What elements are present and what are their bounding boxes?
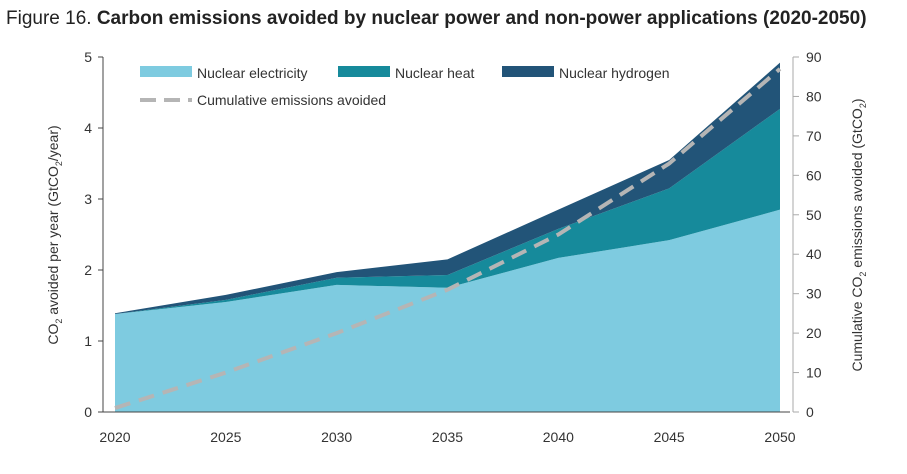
y-left-tick-label: 0 <box>84 404 92 420</box>
cumulative-emissions-line <box>114 67 782 410</box>
y-axis-right-label: Cumulative CO2 emissions avoided (GtCO2) <box>849 98 868 371</box>
subscript: 2 <box>54 319 64 324</box>
label-text: emissions avoided (GtCO <box>849 108 865 272</box>
x-tick-label: 2050 <box>764 429 795 445</box>
figure-number: Figure 16. <box>6 8 92 29</box>
legend-label: Nuclear heat <box>395 65 474 81</box>
x-tick-label: 2045 <box>654 429 685 445</box>
figure-title-text: Carbon emissions avoided by nuclear powe… <box>96 8 867 29</box>
y-right-tick-label: 60 <box>806 167 822 183</box>
label-text: avoided per year (GtCO <box>45 166 61 319</box>
label-text: Cumulative CO <box>849 276 865 371</box>
x-tick-label: 2030 <box>321 429 352 445</box>
label-text: /year) <box>45 125 61 161</box>
y-axis-left-label: CO2 avoided per year (GtCO2/year) <box>45 125 64 344</box>
label-text: ) <box>849 98 865 103</box>
figure-title: Figure 16. Carbon emissions avoided by n… <box>6 8 867 30</box>
x-tick-label: 2025 <box>210 429 241 445</box>
legend: Nuclear electricity Nuclear heat Nuclear h… <box>140 65 670 108</box>
y-right-tick-label: 0 <box>806 404 814 420</box>
subscript: 2 <box>858 272 868 277</box>
legend-label: Nuclear hydrogen <box>559 65 670 81</box>
area-nuclear-electricity <box>115 209 780 412</box>
y-right-tick-label: 90 <box>806 49 822 65</box>
legend-label: Nuclear electricity <box>197 65 307 81</box>
y-right-tick-label: 40 <box>806 246 822 262</box>
y-left-tick-label: 2 <box>84 262 92 278</box>
legend-label: Cumulative emissions avoided <box>197 92 386 108</box>
y-right-tick-label: 20 <box>806 325 822 341</box>
y-left-tick-label: 5 <box>84 49 92 65</box>
area-nuclear-heat <box>115 108 780 315</box>
y-right-tick-label: 70 <box>806 128 822 144</box>
y-right-tick-label: 10 <box>806 365 822 381</box>
area-nuclear-hydrogen <box>115 62 780 315</box>
y-left-tick-label: 3 <box>84 191 92 207</box>
legend-swatch <box>140 66 192 77</box>
y-left-tick-label: 1 <box>84 333 92 349</box>
y-right-tick-label: 30 <box>806 286 822 302</box>
x-tick-label: 2040 <box>543 429 574 445</box>
subscript: 2 <box>54 161 64 166</box>
label-text: CO <box>45 324 61 345</box>
legend-swatch <box>502 66 554 77</box>
y-right-tick-label: 80 <box>806 88 822 104</box>
y-left-tick-label: 4 <box>84 120 92 136</box>
y-right-tick-label: 50 <box>806 207 822 223</box>
x-tick-label: 2020 <box>99 429 130 445</box>
legend-swatch <box>338 66 390 77</box>
x-tick-label: 2035 <box>432 429 463 445</box>
subscript: 2 <box>858 103 868 108</box>
